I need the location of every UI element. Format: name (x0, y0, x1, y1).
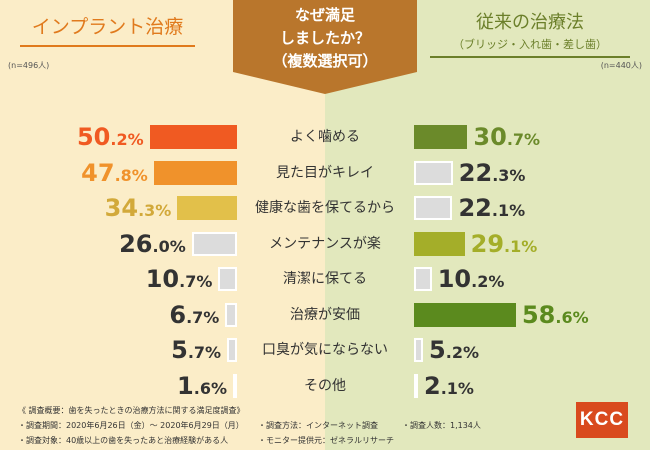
category-label: 口臭が気にならない (262, 342, 388, 358)
implant-value-label-integer: 47 (81, 158, 115, 187)
conventional-bar (414, 125, 468, 149)
right-sample-size: (n=440人) (600, 61, 642, 70)
implant-value-label: 26.0% (46, 229, 186, 259)
right-title: 従来の治療法 （ブリッジ・入れ歯・差し歯） (430, 8, 630, 58)
conventional-value-label: 10.2% (438, 264, 505, 294)
left-sample-size: (n=496人) (8, 61, 50, 70)
kcc-logo: KCC (576, 402, 628, 438)
implant-value-label-decimal: .3% (138, 201, 172, 220)
question-line-3: （複数選択可） (272, 52, 378, 70)
conventional-value-label: 2.1% (424, 371, 474, 401)
implant-value-label-integer: 5 (171, 336, 188, 364)
implant-bar (149, 125, 237, 149)
survey-target: ・調査対象：40歳以上の歯を失ったあと治療経験がある人 (18, 436, 229, 445)
survey-count: ・調査人数：1,134人 (402, 421, 481, 430)
conventional-value-label-decimal: .1% (440, 378, 474, 398)
implant-value-label: 6.7% (79, 300, 219, 330)
implant-value-label-decimal: .2% (110, 130, 144, 149)
conventional-value-label-integer: 30 (473, 123, 507, 151)
implant-bar (191, 231, 237, 256)
conventional-value-label-decimal: .1% (491, 201, 526, 220)
conventional-value-label-integer: 22 (458, 194, 492, 222)
implant-value-label: 10.7% (72, 264, 213, 294)
implant-value-label: 47.8% (8, 158, 148, 188)
conventional-value-label: 29.1% (471, 229, 538, 259)
conventional-value-label: 22.3% (459, 158, 526, 188)
conventional-value-label-integer: 10 (437, 265, 472, 293)
implant-value-label-decimal: .0% (152, 236, 186, 256)
implant-bar (233, 373, 237, 398)
category-label: 健康な歯を保てるから (255, 200, 395, 216)
implant-value-label-integer: 6 (169, 300, 187, 329)
question-banner (233, 0, 417, 72)
category-label: メンテナンスが楽 (269, 235, 381, 252)
survey-method: ・調査方法：インターネット調査 (258, 421, 378, 430)
implant-value-label-integer: 34 (104, 194, 139, 222)
implant-bar (225, 302, 237, 327)
question-banner-arrow (233, 72, 417, 94)
conventional-bar (414, 373, 418, 398)
conventional-bar (414, 302, 516, 327)
implant-value-label: 50.2% (4, 122, 144, 152)
implant-bar (227, 338, 237, 362)
implant-value-label-decimal: .6% (193, 378, 227, 398)
conventional-value-label-integer: 29 (470, 229, 505, 258)
implant-value-label-integer: 50 (76, 123, 111, 151)
conventional-value-label: 58.6% (522, 300, 589, 330)
implant-value-label: 5.7% (81, 335, 221, 365)
implant-value-label: 1.6% (87, 371, 227, 401)
conventional-value-label: 30.7% (473, 122, 540, 152)
conventional-value-label-integer: 58 (521, 300, 556, 329)
implant-value-label-decimal: .7% (187, 343, 222, 362)
implant-bar (218, 267, 237, 291)
conventional-bar (414, 196, 453, 220)
survey-provider: ・モニター提供元：ゼネラルリサーチ (258, 436, 394, 445)
implant-value-label-decimal: .7% (186, 307, 220, 327)
category-label: 治療が安価 (290, 306, 360, 323)
conventional-value-label-integer: 2 (424, 371, 441, 400)
conventional-value-label-integer: 22 (458, 158, 493, 187)
conventional-bar (414, 231, 465, 256)
implant-bar (177, 196, 237, 220)
category-label: その他 (304, 377, 346, 394)
conventional-value-label-decimal: .2% (471, 272, 505, 291)
conventional-value-label: 22.1% (458, 193, 525, 223)
right-title-sub: （ブリッジ・入れ歯・差し歯） (453, 38, 607, 51)
conventional-value-label-integer: 5 (429, 336, 446, 364)
category-label: 清潔に保てる (283, 271, 367, 287)
implant-value-label-decimal: .8% (114, 165, 148, 185)
question-text: なぜ満足 しましたか？ （複数選択可） (233, 4, 417, 73)
implant-value-label-integer: 10 (145, 265, 180, 293)
implant-value-label-integer: 26 (119, 229, 153, 258)
question-line-1: なぜ満足 (294, 6, 355, 24)
conventional-value-label-decimal: .1% (504, 236, 538, 256)
survey-overview: 《 調査概要：歯を失ったときの治療方法に関する満足度調査》 (18, 406, 245, 415)
implant-value-label-integer: 1 (177, 371, 194, 400)
category-label: 見た目がキレイ (276, 164, 374, 181)
category-label: よく噛める (290, 129, 360, 145)
conventional-bar (414, 338, 424, 362)
implant-bar (153, 160, 237, 185)
conventional-bar (414, 160, 453, 185)
left-title: インプラント治療 (20, 12, 195, 47)
implant-value-label-decimal: .7% (179, 272, 213, 291)
conventional-value-label-decimal: .7% (506, 130, 541, 149)
conventional-value-label: 5.2% (429, 335, 479, 365)
conventional-bar (414, 267, 432, 291)
question-line-2: しましたか？ (279, 29, 370, 47)
survey-period: ・調査期間：2020年6月26日（金）～ 2020年6月29日（月） (18, 421, 244, 430)
conventional-value-label-decimal: .2% (445, 343, 479, 362)
conventional-value-label-decimal: .6% (555, 307, 589, 327)
conventional-value-label-decimal: .3% (492, 165, 526, 185)
implant-value-label: 34.3% (31, 193, 172, 223)
right-title-main: 従来の治療法 (476, 12, 584, 33)
